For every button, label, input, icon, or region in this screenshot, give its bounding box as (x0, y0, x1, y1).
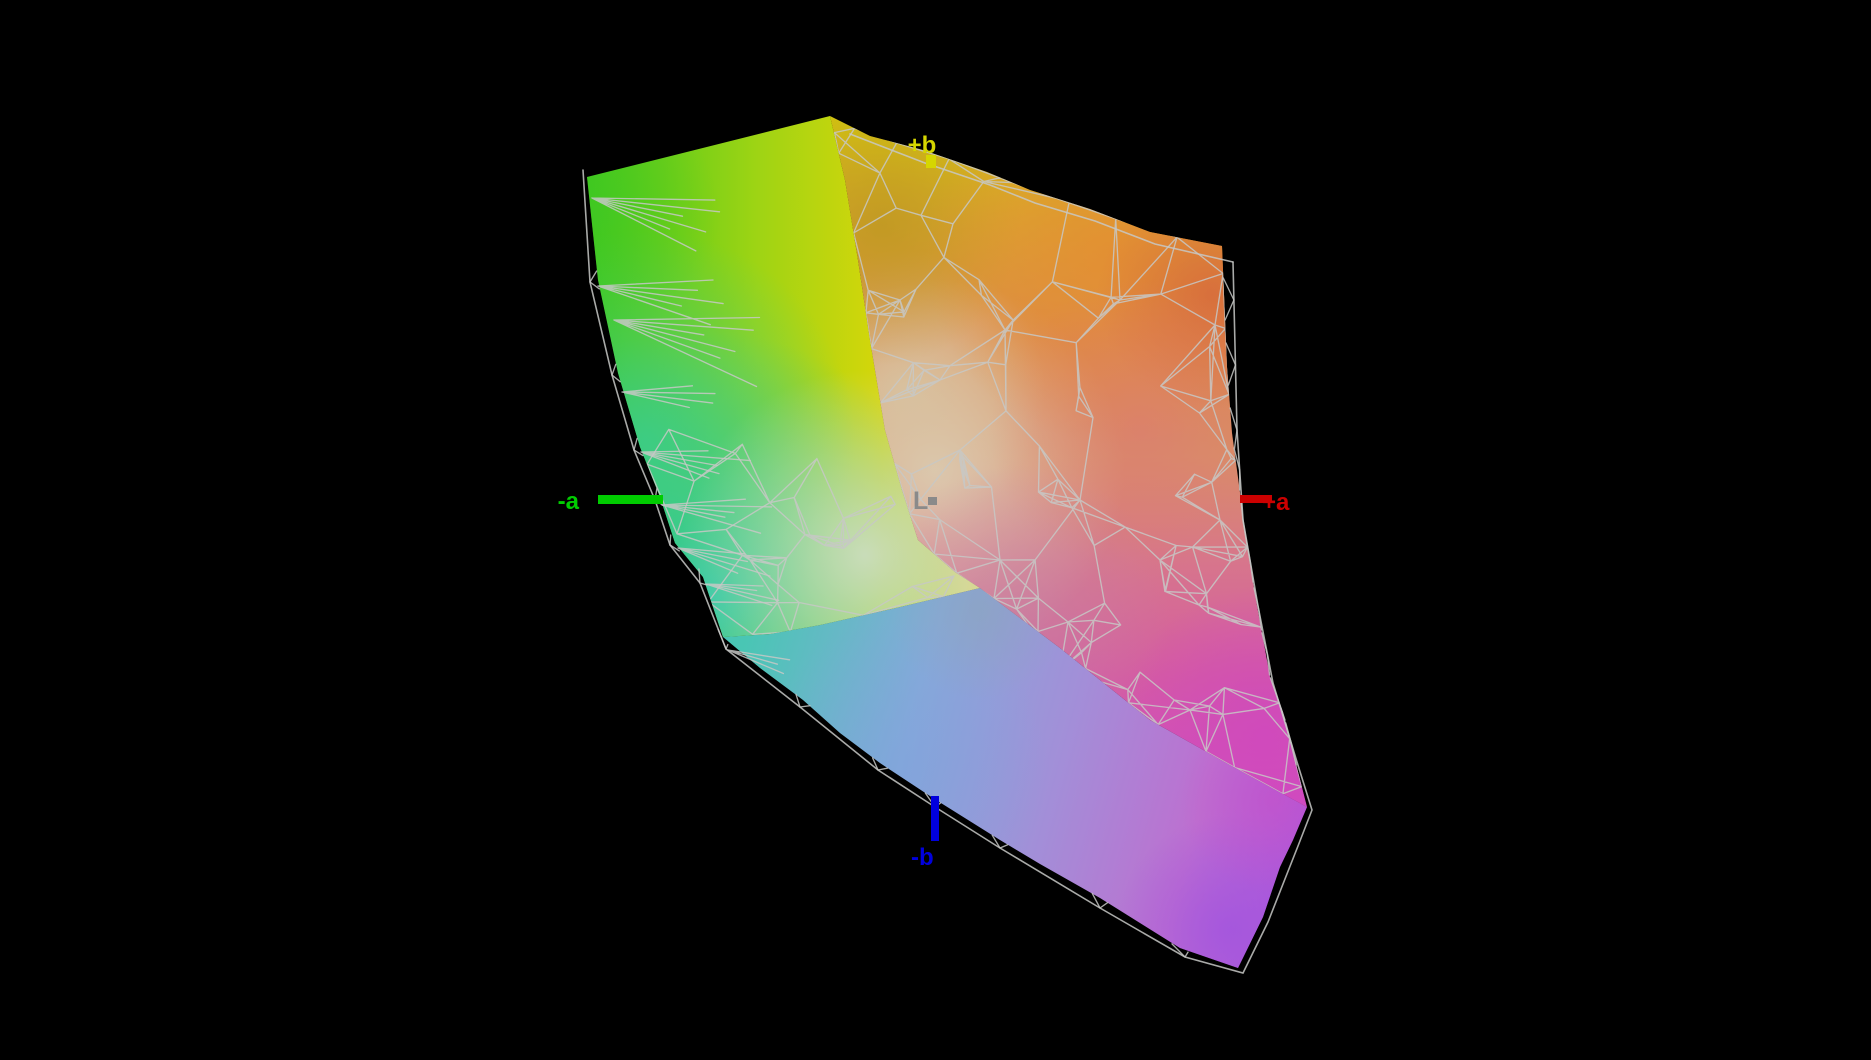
axis-marker-a-neg (598, 495, 663, 504)
axis-label-minus-b: -b (911, 844, 934, 871)
axis-marker-b-neg (931, 796, 939, 841)
axis-marker-lightness (928, 497, 937, 505)
axis-marker-b-pos (926, 155, 936, 168)
axis-label-minus-a: -a (557, 488, 579, 515)
axis-label-plus-a: +a (1262, 489, 1290, 516)
axis-label-lightness: L (913, 487, 929, 515)
axis-marker-a-pos (1240, 495, 1272, 503)
axis-label-plus-b: +b (907, 132, 937, 159)
